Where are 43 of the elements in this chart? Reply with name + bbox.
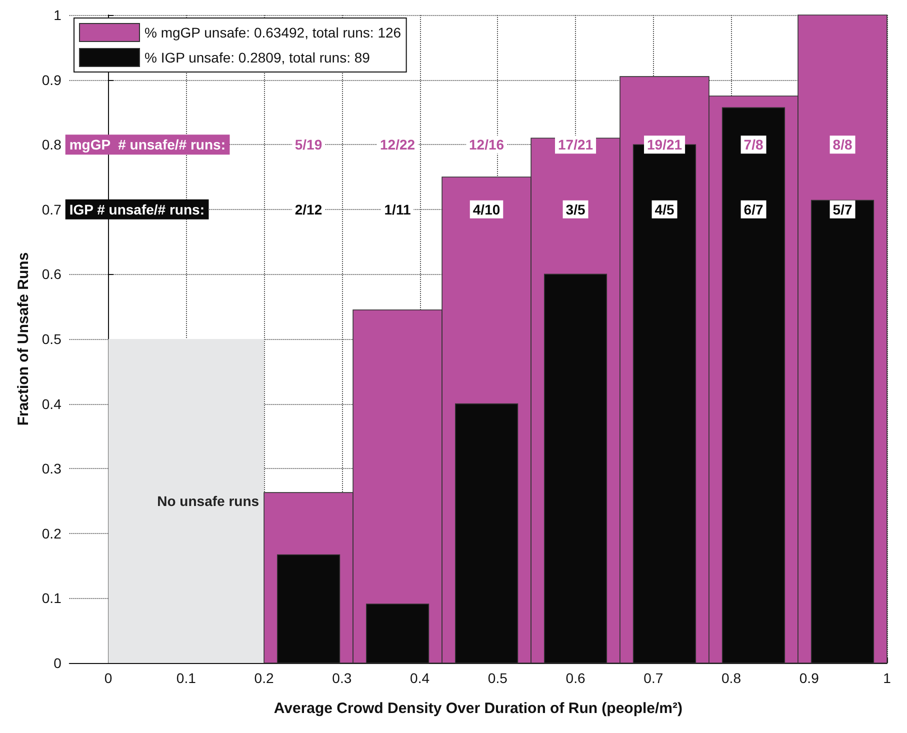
band-label: No unsafe runs <box>157 493 260 509</box>
annotation: 19/21 <box>647 136 682 153</box>
y-tick-label: 0.5 <box>42 331 62 347</box>
y-tick-label: 0.6 <box>42 266 62 282</box>
x-tick-label: 0 <box>104 670 112 686</box>
x-tick-label: 0.8 <box>722 670 742 686</box>
y-tick-label: 0.3 <box>42 460 62 477</box>
annotation: 17/21 <box>558 136 594 153</box>
annotation: 12/22 <box>380 136 416 153</box>
y-tick-label: 0.1 <box>42 590 62 606</box>
x-tick-label: 0.6 <box>566 670 586 686</box>
annotation: 4/5 <box>654 201 674 218</box>
x-tick-label: 0.3 <box>332 670 352 686</box>
y-tick-label: 0.8 <box>42 136 62 153</box>
y-tick-label: 0.7 <box>42 201 62 218</box>
x-tick-label: 0.9 <box>799 670 820 686</box>
annotation: 5/19 <box>294 136 322 153</box>
annotation: mgGP # unsafe/# runs: <box>69 136 226 153</box>
y-axis-title: Fraction of Unsafe Runs <box>15 252 32 426</box>
annotation: 12/16 <box>468 136 504 153</box>
annotation: 8/8 <box>832 136 852 153</box>
y-tick-label: 0.9 <box>42 72 62 88</box>
x-tick-label: 0.1 <box>176 670 196 686</box>
annotation: 6/7 <box>744 201 764 218</box>
annotation: 2/12 <box>294 201 322 218</box>
annotation: 4/10 <box>472 201 500 218</box>
y-tick-label: 0 <box>54 655 62 671</box>
y-tick-label: 0.2 <box>42 525 62 542</box>
x-tick-label: 1 <box>883 670 892 686</box>
x-tick-label: 0.4 <box>410 670 430 686</box>
x-tick-label: 0.5 <box>488 670 508 686</box>
legend-label: % IGP unsafe: 0.2809, total runs: 89 <box>144 50 370 66</box>
annotation: 3/5 <box>566 201 586 218</box>
x-tick-label: 0.7 <box>644 670 664 686</box>
annotation: IGP # unsafe/# runs: <box>69 201 204 218</box>
annotation: 5/7 <box>832 201 852 218</box>
annotation: 1/11 <box>384 201 411 218</box>
y-tick-label: 0.4 <box>42 396 62 412</box>
x-tick-label: 0.2 <box>254 670 274 686</box>
annotation: 7/8 <box>744 136 764 153</box>
legend-label: % mgGP unsafe: 0.63492, total runs: 126 <box>144 24 402 40</box>
x-axis-title: Average Crowd Density Over Duration of Run (people/m²) <box>274 700 683 717</box>
y-tick-label: 1 <box>54 7 62 23</box>
